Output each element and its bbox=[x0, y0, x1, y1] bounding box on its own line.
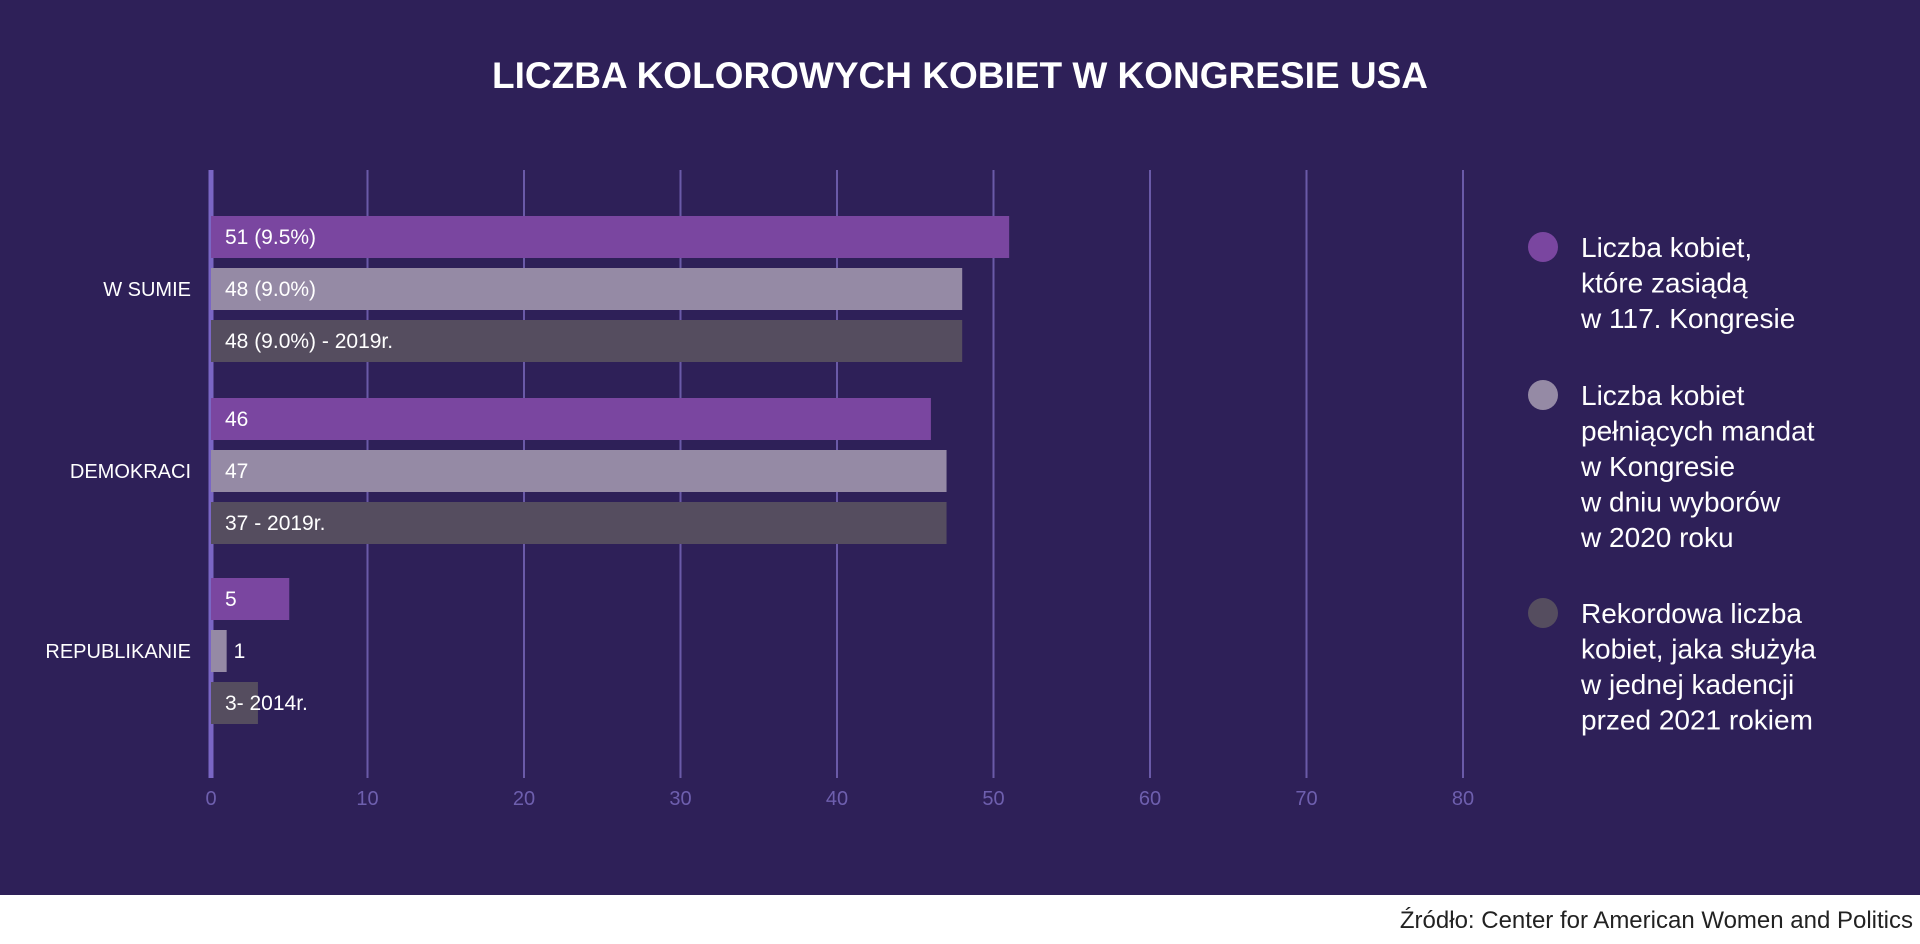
legend-label: Liczba kobiet pełniących mandat w Kongresi… bbox=[1580, 380, 1815, 553]
bar-label: 46 bbox=[225, 408, 248, 431]
legend-marker bbox=[1528, 598, 1558, 628]
legend-label-line: w jednej kadencji bbox=[1580, 669, 1794, 700]
x-tick-label-30: 30 bbox=[669, 788, 691, 810]
legend-label-line: pełniących mandat bbox=[1581, 416, 1815, 447]
bar-label: 5 bbox=[225, 588, 237, 611]
legend-marker bbox=[1528, 380, 1558, 410]
bar bbox=[211, 216, 1010, 258]
x-tick-label-60: 60 bbox=[1139, 788, 1161, 810]
category-label: W SUMIE bbox=[103, 279, 191, 301]
bar-chart: LICZBA KOLOROWYCH KOBIET W KONGRESIE USA… bbox=[45, 55, 1816, 810]
legend-label-line: w 2020 roku bbox=[1580, 522, 1734, 553]
category-label: DEMOKRACI bbox=[70, 461, 191, 483]
legend-label-line: Liczba kobiet, bbox=[1581, 232, 1752, 263]
x-tick-label-0: 0 bbox=[205, 788, 216, 810]
x-tick-label-40: 40 bbox=[826, 788, 848, 810]
legend-label-line: Liczba kobiet bbox=[1581, 380, 1745, 411]
bar bbox=[211, 268, 963, 310]
bar bbox=[211, 630, 227, 672]
chart-area: LICZBA KOLOROWYCH KOBIET W KONGRESIE USA… bbox=[45, 55, 1817, 810]
bar bbox=[211, 320, 963, 362]
x-tick-label-20: 20 bbox=[513, 788, 535, 810]
bar bbox=[211, 398, 931, 440]
legend-label-line: przed 2021 rokiem bbox=[1581, 705, 1813, 736]
category-label: REPUBLIKANIE bbox=[45, 641, 191, 663]
x-tick-label-10: 10 bbox=[356, 788, 378, 810]
bar-label: 47 bbox=[225, 460, 248, 483]
legend-marker bbox=[1528, 232, 1558, 262]
legend-label: Liczba kobiet, które zasiądą w 117. Kongre… bbox=[1580, 232, 1795, 334]
x-tick-label-80: 80 bbox=[1452, 788, 1474, 810]
bar-label: 48 (9.0%) - 2019r. bbox=[225, 330, 393, 353]
legend-label-line: w 117. Kongresie bbox=[1580, 303, 1795, 334]
x-tick-label-70: 70 bbox=[1295, 788, 1317, 810]
source-text: Źródło: Center for American Women and Po… bbox=[1399, 907, 1913, 934]
legend-label-line: kobiet, jaka służyła bbox=[1581, 634, 1816, 665]
bar-label: 37 - 2019r. bbox=[225, 512, 325, 535]
legend-label: Rekordowa liczba kobiet, jaka służyła w je… bbox=[1580, 598, 1816, 736]
bar-label: 3- 2014r. bbox=[225, 692, 308, 715]
bar bbox=[211, 502, 947, 544]
bar-label: 48 (9.0%) bbox=[225, 278, 316, 301]
bar bbox=[211, 450, 947, 492]
bar-label: 1 bbox=[234, 640, 246, 663]
bar-label: 51 (9.5%) bbox=[225, 226, 316, 249]
bar bbox=[211, 682, 258, 724]
legend-label-line: w Kongresie bbox=[1580, 451, 1735, 482]
x-tick-label-50: 50 bbox=[982, 788, 1004, 810]
legend-label-line: Rekordowa liczba bbox=[1581, 598, 1802, 629]
bar bbox=[211, 578, 290, 620]
chart-title: LICZBA KOLOROWYCH KOBIET W KONGRESIE USA bbox=[492, 55, 1428, 96]
legend-label-line: które zasiądą bbox=[1581, 268, 1748, 299]
legend-label-line: w dniu wyborów bbox=[1580, 487, 1781, 518]
footer: Źródło: Center for American Women and Po… bbox=[0, 895, 1920, 944]
